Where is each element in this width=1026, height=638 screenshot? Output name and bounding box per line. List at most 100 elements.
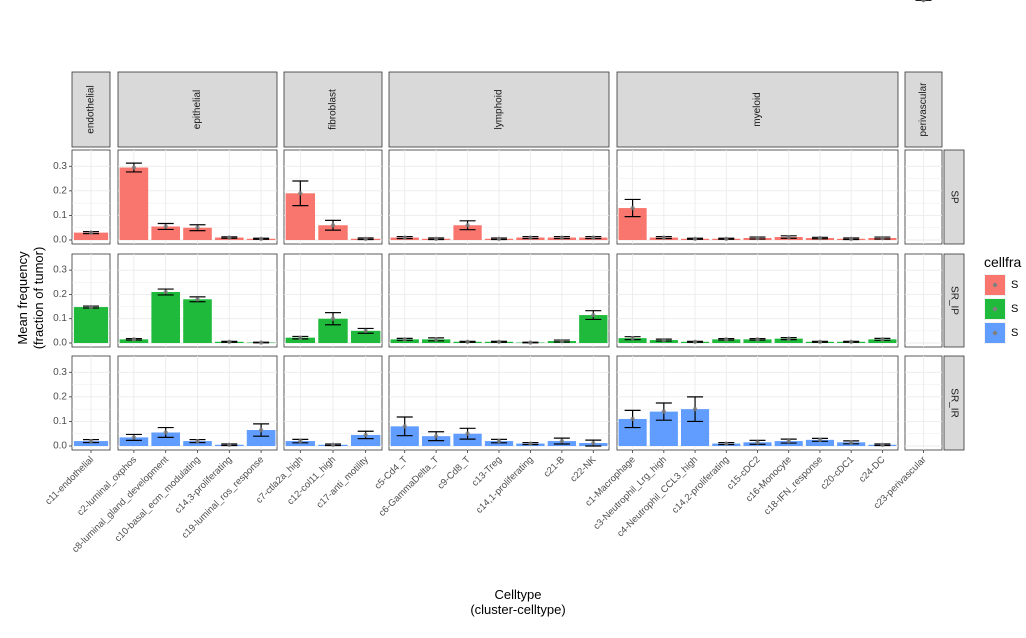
y-tick-label: 0.2 <box>53 185 67 196</box>
point-SR_IP-c20-cDC1 <box>848 339 854 344</box>
bar-SR_IR-c19-luminal_ros_response <box>246 430 276 446</box>
point-SR_IP-c12-col11_high <box>330 316 336 321</box>
bar-SP-c11-endothelial <box>73 232 109 240</box>
point-SR_IR-c14,2-proliferating <box>724 441 729 446</box>
x-tick-label-c18-IFN_response: c18-IFN_response <box>762 454 825 517</box>
point-SR_IR-c4-Neutrophil_CCL3_high <box>692 406 698 412</box>
point-SP-c14,1-proliferating <box>528 235 533 240</box>
point-SR_IR-c9-Cd8_T <box>465 431 470 436</box>
facet-strip-endothelial <box>71 71 111 148</box>
point-SR_IR-c6-GammaDelta_T <box>433 433 439 439</box>
x-tick-label-c9-Cd8_T: c9-Cd8_T <box>435 454 472 491</box>
point-SP-c12-col11_high <box>330 223 336 228</box>
facet-strip-SR_IR <box>943 355 965 451</box>
point-SP-c24-DC <box>880 235 885 241</box>
point-SR_IP-c15-cDC2 <box>755 337 760 342</box>
point-SR_IP-c3-Neutrophil_Lrg_high <box>661 337 667 343</box>
bar-SR_IP-c17-anti_motility <box>350 330 381 343</box>
bar-SR_IR-c13-Treg <box>484 441 514 446</box>
point-SR_IR-c3-Neutrophil_Lrg_high <box>661 409 667 414</box>
bar-SR_IP-c7-ctla2a_high <box>285 337 316 343</box>
point-SP-c19-luminal_ros_response <box>258 236 264 241</box>
bar-SR_IR-c11-endothelial <box>73 441 109 446</box>
point-SR_IP-c14,3-proliferating <box>227 339 232 344</box>
point-SR_IR-c14,1-proliferating <box>528 441 533 446</box>
facet-strip-perivascular <box>904 71 943 148</box>
legend-key-point <box>992 330 998 336</box>
x-axis-title-line2: (cluster-celltype) <box>470 602 565 617</box>
point-SP-c18-IFN_response <box>817 235 823 241</box>
point-SR_IR-c17-anti_motility <box>363 432 368 438</box>
facet-strip-label-perivascular: perivascular <box>918 82 929 137</box>
y-axis-title-line1: Mean frequency <box>15 251 30 345</box>
legend: SSS <box>984 274 1018 344</box>
point-SR_IR-c24-DC <box>880 442 885 447</box>
bar-SR_IP-c10-basal_ecm_modulating <box>183 299 212 343</box>
x-tick-label-c24-DC: c24-DC <box>857 454 888 485</box>
point-SR_IR-c19-luminal_ros_response <box>258 427 264 433</box>
legend-key-point <box>992 306 998 312</box>
point-SR_IP-c2-luminal_oxphos <box>131 337 137 342</box>
x-tick-label-c20-cDC1: c20-cDC1 <box>819 454 857 492</box>
point-SR_IP-c22-NK <box>591 312 596 318</box>
point-SR_IR-c8-luminal_gland_development <box>163 430 168 435</box>
point-SP-c9-Cd8_T <box>465 223 470 228</box>
point-SR_IP-c18-IFN_response <box>817 339 823 344</box>
bar-SR_IP-c11-endothelial <box>73 307 109 343</box>
point-SR_IR-c15-cDC2 <box>755 440 760 445</box>
point-SR_IR-c1-Macrophage <box>630 416 635 422</box>
bar-SR_IR-c10-basal_ecm_modulating <box>183 441 212 446</box>
point-SR_IP-c6-GammaDelta_T <box>433 337 439 342</box>
facet-strip-label-SR_IP: SR_IP <box>949 286 960 315</box>
point-SP-c22-NK <box>591 235 596 240</box>
point-SR_IP-c5-Cd4_T <box>402 337 407 342</box>
bar-SR_IR-c2-luminal_oxphos <box>119 437 149 446</box>
x-tick-label-c22-NK: c22-NK <box>568 454 599 485</box>
x-tick-label-c14,1-proliferating: c14,1-proliferating <box>474 454 536 516</box>
x-tick-label-c21-B: c21-B <box>542 454 567 479</box>
point-SR_IP-c14,1-proliferating <box>528 340 533 345</box>
point-SR_IP-c9-Cd8_T <box>465 339 470 344</box>
facet-strip-label-lymphoid: lymphoid <box>494 89 505 129</box>
facet-strip-epithelial <box>117 71 278 148</box>
point-SP-c16-Monocyte <box>786 234 791 240</box>
y-axis-title-line2: (fraction of tumor) <box>31 247 46 350</box>
y-tick-label: 0.1 <box>53 210 67 221</box>
facet-strip-label-myeloid: myeloid <box>752 92 763 126</box>
legend-label-SP: S <box>1011 279 1018 291</box>
point-SR_IR-c14,3-proliferating <box>227 442 232 447</box>
bar-SR_IP-c1-Macrophage <box>618 338 647 343</box>
y-tick-label: 0.3 <box>53 265 67 276</box>
x-tick-label-c14,3-proliferating: c14,3-proliferating <box>173 454 235 516</box>
point-SP-c10-basal_ecm_modulating <box>195 225 200 230</box>
y-tick-label: 0.0 <box>53 338 67 349</box>
bar-SR_IR-c9-Cd8_T <box>453 433 482 446</box>
point-SR_IR-c21-B <box>559 438 565 444</box>
point-SR_IP-c17-anti_motility <box>363 328 368 334</box>
point-SR_IP-c1-Macrophage <box>630 335 635 341</box>
point-SR_IP-c4-Neutrophil_CCL3_high <box>692 339 698 344</box>
point-SR_IP-c16-Monocyte <box>786 336 791 341</box>
point-SP-c2-luminal_oxphos <box>131 165 137 170</box>
point-SP-c6-GammaDelta_T <box>433 236 439 241</box>
point-SP-c4-Neutrophil_CCL3_high <box>692 236 698 241</box>
point-SR_IR-c18-IFN_response <box>817 437 823 443</box>
legend-key-point <box>992 282 998 288</box>
point-SR_IR-c23-perivascular <box>921 0 926 3</box>
point-SR_IP-c8-luminal_gland_development <box>163 289 168 295</box>
facet-strip-label-SP: SP <box>949 190 960 204</box>
point-SR_IP-c10-basal_ecm_modulating <box>195 297 200 302</box>
x-tick-label-c14,2-proliferating: c14,2-proliferating <box>670 454 732 516</box>
facet-strip-myeloid <box>616 71 899 148</box>
bar-SP-c2-luminal_oxphos <box>119 167 149 240</box>
point-SP-c14,2-proliferating <box>724 236 729 241</box>
x-tick-label-c6-GammaDelta_T: c6-GammaDelta_T <box>377 454 442 519</box>
point-SP-c14,3-proliferating <box>227 235 232 240</box>
point-SP-c11-endothelial <box>88 230 94 235</box>
point-SP-c20-cDC1 <box>848 236 854 241</box>
facet-strip-label-SR_IR: SR_IR <box>949 388 960 417</box>
point-SP-c3-Neutrophil_Lrg_high <box>661 235 667 240</box>
bar-SR_IR-c7-ctla2a_high <box>285 441 316 446</box>
point-SR_IP-c11-endothelial <box>88 304 94 310</box>
